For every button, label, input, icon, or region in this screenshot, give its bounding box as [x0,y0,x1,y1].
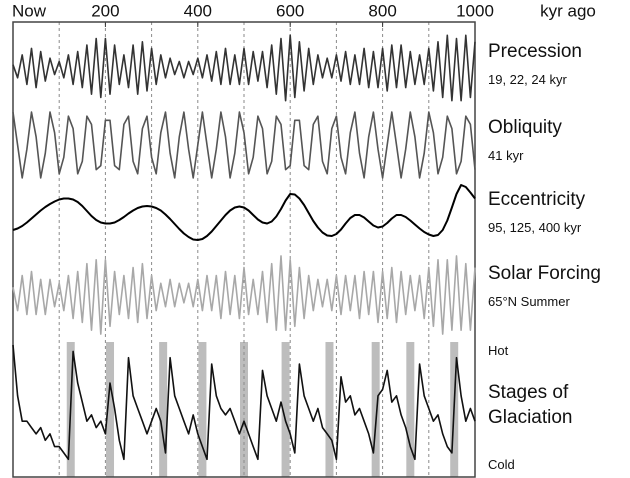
series-name: Precession [488,41,582,62]
x-tick-label: Now [12,1,47,20]
highlight-band [281,342,290,477]
highlight-band [198,342,207,477]
x-tick-label: 200 [91,1,119,20]
highlight-band [159,342,168,477]
series-name: Solar Forcing [488,263,601,284]
series-subtitle: 65°N Summer [488,294,570,309]
series-name: Eccentricity [488,189,586,210]
highlight-band [106,342,115,477]
series-line [12,344,476,461]
highlight-band [325,342,334,477]
x-tick-label: 1000 [456,1,494,20]
x-tick-label: 400 [184,1,212,20]
series-subtitle: 95, 125, 400 kyr [488,220,582,235]
series-line [12,34,476,102]
series-subtitle: 19, 22, 24 kyr [488,72,567,87]
x-tick-label: 600 [276,1,304,20]
series-name: Obliquity [488,117,562,138]
plot-frame [12,21,476,478]
series-line [12,255,476,335]
highlight-band [406,342,415,477]
x-axis-label: kyr ago [540,1,596,20]
bottom-label: Cold [488,457,515,472]
top-label: Hot [488,343,509,358]
highlight-band [240,342,248,477]
series-line [12,184,476,241]
x-tick-label: 800 [368,1,396,20]
series-subtitle: 41 kyr [488,148,524,163]
highlight-band [371,342,380,477]
series-line [12,111,476,179]
series-name: Stages of Glaciation [488,382,573,428]
